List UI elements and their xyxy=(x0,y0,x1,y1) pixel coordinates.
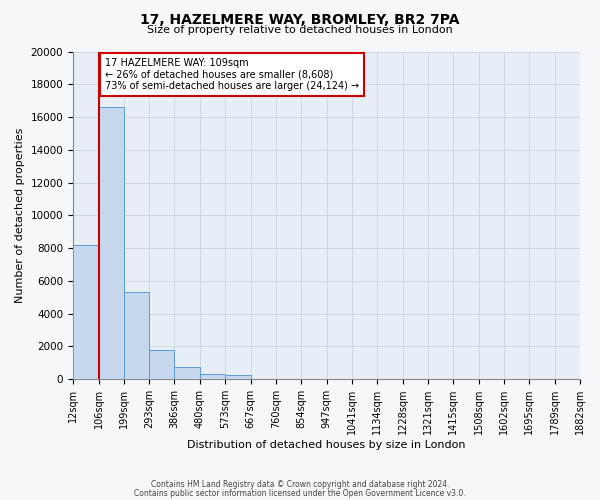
Bar xyxy=(124,292,149,379)
Text: Contains public sector information licensed under the Open Government Licence v3: Contains public sector information licen… xyxy=(134,490,466,498)
Bar xyxy=(175,367,200,379)
Bar xyxy=(73,245,98,379)
Bar xyxy=(98,107,124,379)
Text: 17, HAZELMERE WAY, BROMLEY, BR2 7PA: 17, HAZELMERE WAY, BROMLEY, BR2 7PA xyxy=(140,12,460,26)
Text: 17 HAZELMERE WAY: 109sqm
← 26% of detached houses are smaller (8,608)
73% of sem: 17 HAZELMERE WAY: 109sqm ← 26% of detach… xyxy=(105,58,359,92)
Bar xyxy=(200,374,225,379)
Text: Size of property relative to detached houses in London: Size of property relative to detached ho… xyxy=(147,25,453,35)
Text: Contains HM Land Registry data © Crown copyright and database right 2024.: Contains HM Land Registry data © Crown c… xyxy=(151,480,449,489)
Y-axis label: Number of detached properties: Number of detached properties xyxy=(15,128,25,303)
Bar xyxy=(149,350,175,379)
Bar xyxy=(225,375,251,379)
X-axis label: Distribution of detached houses by size in London: Distribution of detached houses by size … xyxy=(187,440,466,450)
